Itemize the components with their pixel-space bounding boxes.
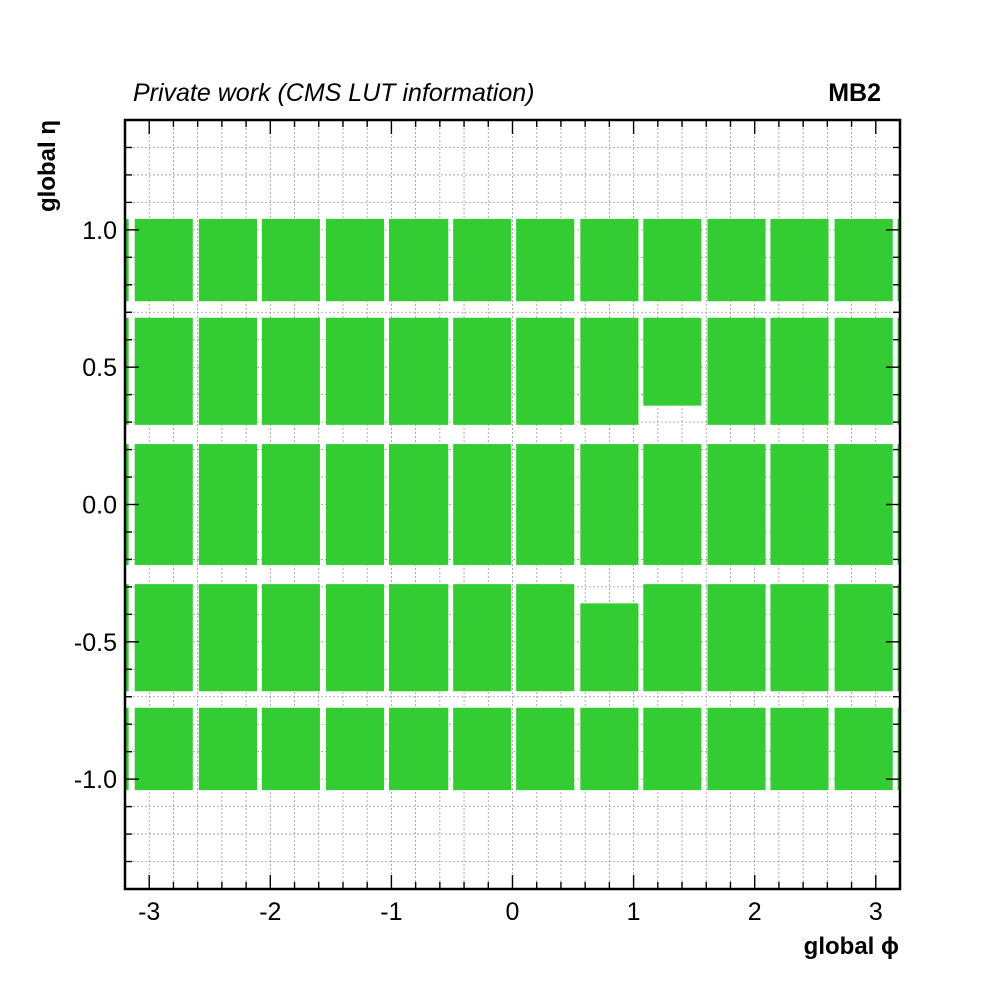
chamber-cell-wheel-2-sector3 — [261, 707, 320, 791]
chamber-cell-wheel-2-sector1 — [134, 707, 193, 791]
chamber-cell-wheel-2-sector0 — [125, 707, 129, 791]
chamber-cell-wheel0-sector7 — [516, 444, 575, 565]
chamber-cell-wheel2-sector4 — [326, 218, 385, 302]
chamber-cell-wheel1-sector12 — [834, 317, 893, 425]
chamber-cell-wheel-2-sector11 — [770, 707, 829, 791]
y-tick-label: 0.0 — [82, 492, 117, 520]
chamber-cell-wheel2-sector12 — [834, 218, 893, 302]
chamber-cell-wheel2-sector2 — [198, 218, 257, 302]
y-tick-label: 1.0 — [82, 217, 117, 245]
chamber-cell-wheel1-sector8 — [580, 317, 639, 425]
chamber-cell-wheel-2-sector12 — [834, 707, 893, 791]
chamber-cell-wheel0-sector3 — [261, 444, 320, 565]
plot-frame — [123, 118, 902, 891]
x-tick-label: 2 — [748, 898, 762, 926]
chamber-cell-wheel-1-sector1 — [134, 584, 193, 692]
x-tick-label: 3 — [869, 898, 883, 926]
chamber-cell-wheel1-sector2 — [198, 317, 257, 425]
chamber-cell-wheel1-sector10 — [707, 317, 766, 425]
chamber-cell-wheel1-sector1 — [134, 317, 193, 425]
header-right-label: MB2 — [828, 79, 881, 107]
axis-ticks — [125, 120, 900, 889]
x-tick-label: 0 — [506, 898, 520, 926]
chamber-cell-wheel2-sector8 — [580, 218, 639, 302]
chamber-cell-wheel1-sector9 — [643, 317, 702, 406]
chamber-cell-wheel0-sector12 — [834, 444, 893, 565]
chamber-cell-wheel2-sector3 — [261, 218, 320, 302]
x-axis-title: global ϕ — [804, 933, 899, 960]
chamber-cell-wheel-1-sector4 — [326, 584, 385, 692]
chamber-cell-wheel2-sector9 — [643, 218, 702, 302]
y-tick-label: -0.5 — [74, 629, 117, 657]
chamber-cell-wheel-1-sector5 — [388, 584, 449, 692]
x-tick-label: -3 — [138, 898, 160, 926]
chamber-cell-wheel-2-sector4 — [326, 707, 385, 791]
chamber-cell-wheel0-sector8 — [580, 444, 639, 565]
chamber-cell-wheel-2-sector10 — [707, 707, 766, 791]
chamber-cell-wheel-1-sector8 — [580, 603, 639, 692]
chamber-cell-wheel1-sector0 — [125, 317, 129, 425]
chamber-cell-wheel2-sector11 — [770, 218, 829, 302]
chamber-cell-wheel2-sector5 — [388, 218, 449, 302]
chamber-cell-wheel1-sector6 — [453, 317, 512, 425]
y-tick-label: 0.5 — [82, 354, 117, 382]
chamber-cell-wheel0-sector10 — [707, 444, 766, 565]
chamber-cell-wheel1-sector4 — [326, 317, 385, 425]
chamber-cell-wheel2-sector7 — [516, 218, 575, 302]
chamber-cell-wheel-1-sector3 — [261, 584, 320, 692]
chamber-cell-wheel1-sector11 — [770, 317, 829, 425]
chamber-cell-wheel0-sector11 — [770, 444, 829, 565]
chamber-cell-wheel-1-sector0 — [125, 584, 129, 692]
chamber-cell-wheel0-sector1 — [134, 444, 193, 565]
chamber-cell-wheel0-sector6 — [453, 444, 512, 565]
y-tick-label: -1.0 — [74, 766, 117, 794]
chamber-cell-wheel-1-sector11 — [770, 584, 829, 692]
y-axis-title: global η — [34, 120, 61, 212]
chamber-cell-wheel2-sector0 — [125, 218, 129, 302]
chamber-cell-wheel0-sector9 — [643, 444, 702, 565]
chamber-cell-wheel0-sector2 — [198, 444, 257, 565]
chamber-cell-wheel-2-sector8 — [580, 707, 639, 791]
chamber-cells — [125, 218, 900, 791]
chamber-cell-wheel-1-sector2 — [198, 584, 257, 692]
chamber-cell-wheel1-sector5 — [388, 317, 449, 425]
x-tick-label: -1 — [380, 898, 402, 926]
chamber-cell-wheel2-sector10 — [707, 218, 766, 302]
chamber-cell-wheel0-sector4 — [326, 444, 385, 565]
x-tick-label: 1 — [627, 898, 641, 926]
chamber-cell-wheel-1-sector6 — [453, 584, 512, 692]
chamber-cell-wheel-2-sector6 — [453, 707, 512, 791]
chamber-cell-wheel1-sector7 — [516, 317, 575, 425]
chamber-cell-wheel-2-sector9 — [643, 707, 702, 791]
x-tick-label: -2 — [259, 898, 281, 926]
chamber-cell-wheel-1-sector12 — [834, 584, 893, 692]
chamber-cell-wheel-1-sector7 — [516, 584, 575, 692]
chamber-cell-wheel-2-sector2 — [198, 707, 257, 791]
chamber-cell-wheel-1-sector10 — [707, 584, 766, 692]
chamber-cell-wheel2-sector6 — [453, 218, 512, 302]
chamber-cell-wheel-1-sector9 — [643, 584, 702, 692]
chamber-cell-wheel-2-sector5 — [388, 707, 449, 791]
tick-labels: -3 -2 -1 0 1 2 3 -1.0 -0.5 0.0 0.5 1.0 — [74, 217, 883, 926]
header-left-label: Private work (CMS LUT information) — [133, 79, 534, 107]
chamber-cell-wheel0-sector5 — [388, 444, 449, 565]
chamber-cell-wheel-2-sector7 — [516, 707, 575, 791]
chamber-cell-wheel1-sector3 — [261, 317, 320, 425]
chamber-cell-wheel2-sector1 — [134, 218, 193, 302]
